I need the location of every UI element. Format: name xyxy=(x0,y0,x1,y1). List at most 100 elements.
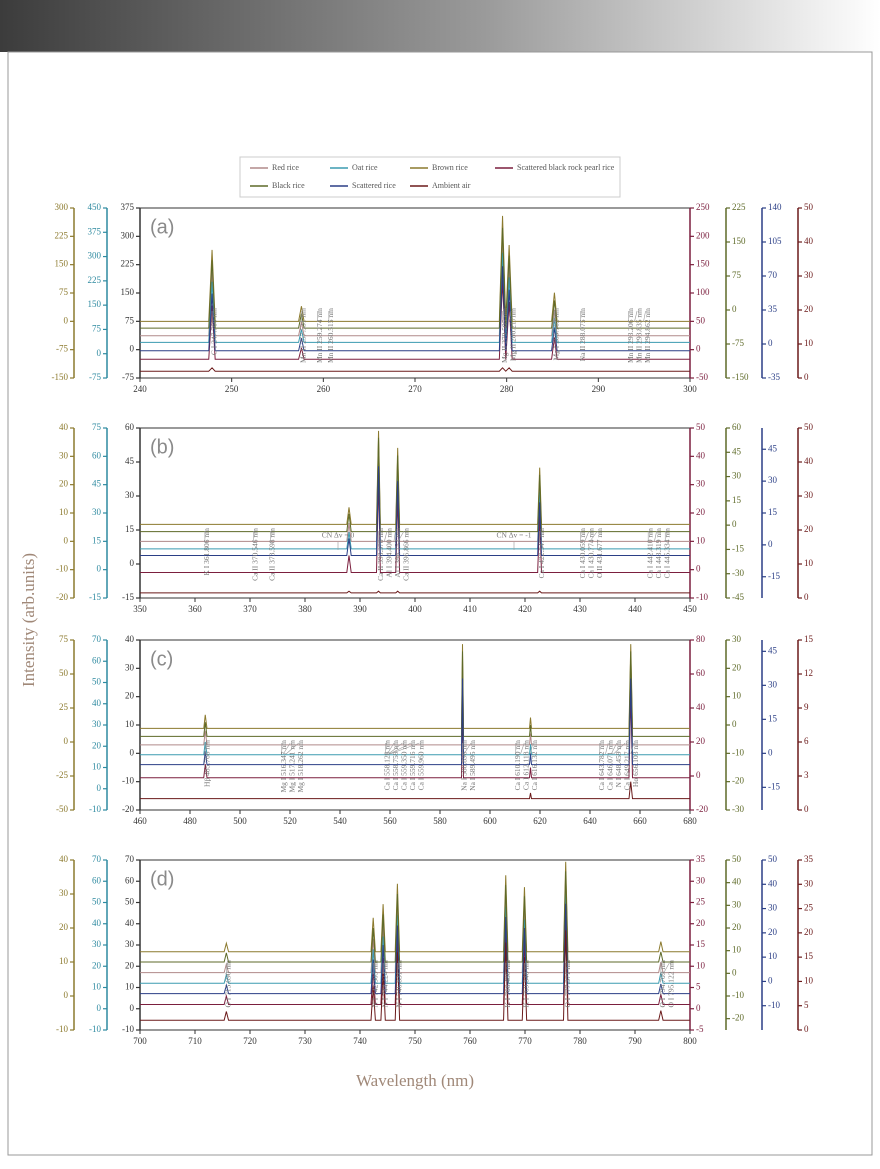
y-tick-label: 40 xyxy=(125,634,135,644)
y-tick-label: 15 xyxy=(92,535,102,545)
y-tick-label: 10 xyxy=(125,982,135,992)
spectrum-line xyxy=(140,215,690,322)
y-tick-label: 40 xyxy=(804,456,814,466)
x-tick-label: 770 xyxy=(518,1036,532,1046)
y-tick-label: 20 xyxy=(92,960,102,970)
y-tick-label: 50 xyxy=(696,422,706,432)
x-tick-label: 250 xyxy=(225,384,239,394)
y-tick-label: 10 xyxy=(768,951,778,961)
y-tick-label: -10 xyxy=(56,564,68,574)
x-tick-label: 430 xyxy=(573,604,587,614)
y-tick-label: 30 xyxy=(732,634,742,644)
y-tick-label: 300 xyxy=(55,202,69,212)
annotation: Mg I 517.241 nm xyxy=(287,740,296,793)
annotation: Ca I 442.410 nm xyxy=(645,528,654,579)
x-tick-label: 730 xyxy=(298,1036,312,1046)
x-tick-label: 290 xyxy=(592,384,606,394)
panel-label: (d) xyxy=(150,868,174,890)
y-tick-label: 50 xyxy=(696,315,706,325)
x-tick-label: 800 xyxy=(683,1036,697,1046)
y-tick-label: 5 xyxy=(804,1000,809,1010)
y-tick-label: 20 xyxy=(696,736,706,746)
annotation: O I 794.709 nm xyxy=(658,960,667,1008)
x-tick-label: 760 xyxy=(463,1036,477,1046)
y-tick-label: 10 xyxy=(125,719,135,729)
y-tick-label: 225 xyxy=(732,202,746,212)
spectrum-line xyxy=(140,651,690,737)
y-tick-label: 70 xyxy=(125,854,135,864)
legend-box xyxy=(239,156,621,198)
y-tick-label: 0 xyxy=(804,1024,809,1034)
annotation: Ca I 430.774 nm xyxy=(586,528,595,579)
y-tick-label: 20 xyxy=(59,922,69,932)
y-tick-label: 0 xyxy=(732,304,737,314)
y-tick-label: 70 xyxy=(768,270,778,280)
y-tick-label: 75 xyxy=(125,315,135,325)
spectrum-line xyxy=(140,448,690,542)
y-tick-label: 60 xyxy=(92,655,102,665)
plot-area xyxy=(139,207,691,379)
annotation-pointer xyxy=(285,742,299,755)
y-tick-label: 10 xyxy=(59,956,69,966)
y-tick-label: 30 xyxy=(59,450,69,460)
y-tick-label: 30 xyxy=(125,939,135,949)
annotation: Mg II 279.505 nm xyxy=(500,308,509,363)
y-tick-label: 70 xyxy=(92,634,102,644)
annotation: Ca I 649.217 nm xyxy=(622,740,631,791)
annotation: Ca I 559.350 nm xyxy=(400,740,409,791)
annotation: Ca I 445.334 nm xyxy=(662,528,671,579)
y-tick-label: -10 xyxy=(768,1000,780,1010)
y-tick-label: 35 xyxy=(768,304,778,314)
y-tick-label: -10 xyxy=(89,1024,101,1034)
spectrum-line xyxy=(140,893,690,984)
x-tick-label: 360 xyxy=(188,604,202,614)
y-tick-label: 0 xyxy=(768,975,773,985)
legend-label: Scattered black rock pearl rice xyxy=(517,163,615,172)
y-tick-label: 0 xyxy=(696,564,701,574)
y-tick-label: 0 xyxy=(804,372,809,382)
y-tick-label: 30 xyxy=(696,875,706,885)
x-tick-label: 750 xyxy=(408,1036,422,1046)
y-tick-label: 45 xyxy=(768,645,778,655)
y-tick-label: 35 xyxy=(696,854,706,864)
y-tick-label: -20 xyxy=(732,776,744,786)
y-tick-label: 10 xyxy=(732,945,742,955)
annotation-pointer xyxy=(386,742,395,755)
y-tick-label: 10 xyxy=(92,762,102,772)
header-bar xyxy=(0,0,880,52)
y-tick-label: 60 xyxy=(125,875,135,885)
y-tick-label: -50 xyxy=(56,804,68,814)
y-tick-label: 0 xyxy=(768,747,773,757)
y-tick-label: 15 xyxy=(125,524,135,534)
y-tick-label: 20 xyxy=(59,479,69,489)
x-tick-label: 580 xyxy=(433,816,447,826)
annotation: Mn II 294.862 nm xyxy=(643,308,652,363)
spectrum-line xyxy=(140,279,690,360)
frame xyxy=(7,51,873,1156)
annotation: N I 746.831 nm xyxy=(395,960,404,1008)
y-tick-label: 30 xyxy=(696,479,706,489)
annotation: Mn II 259.274 nm xyxy=(315,308,324,363)
annotation: Ca I 422.547 nm xyxy=(537,528,546,579)
annotation: Ca II 393.378 nm xyxy=(376,528,385,581)
y-tick-label: 300 xyxy=(88,251,102,261)
x-tick-label: 560 xyxy=(383,816,397,826)
y-tick-label: 0 xyxy=(768,539,773,549)
x-tick-label: 680 xyxy=(683,816,697,826)
annotation: Mn II 293.835 nm xyxy=(634,308,643,363)
y-tick-label: -30 xyxy=(732,804,744,814)
y-tick-label: 10 xyxy=(804,975,814,985)
legend-label: Black rice xyxy=(272,181,305,190)
y-tick-label: 30 xyxy=(732,471,742,481)
x-tick-label: 720 xyxy=(243,1036,257,1046)
y-tick-label: 10 xyxy=(804,338,814,348)
legend-label: Oat rice xyxy=(352,163,378,172)
y-tick-label: 30 xyxy=(92,719,102,729)
x-tick-label: 620 xyxy=(533,816,547,826)
y-tick-label: 150 xyxy=(732,236,746,246)
y-tick-label: 50 xyxy=(92,897,102,907)
y-tick-label: 30 xyxy=(768,903,778,913)
y-tick-label: -45 xyxy=(732,592,744,602)
x-tick-label: 410 xyxy=(463,604,477,614)
y-tick-label: 50 xyxy=(732,854,742,864)
